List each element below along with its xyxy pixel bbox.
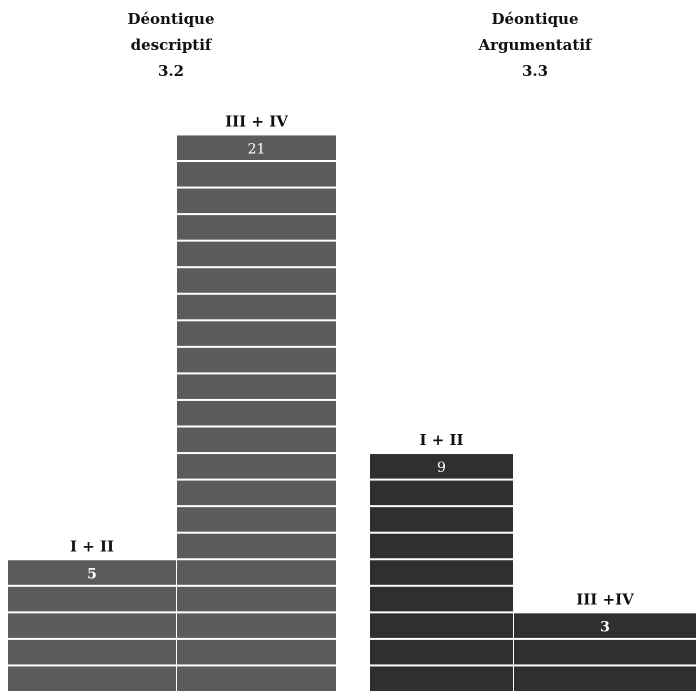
chart-1-title-line-3: 3.2 (158, 62, 184, 80)
chart-1-bar-1-unit-2 (8, 586, 176, 612)
chart-2-bar-1-unit-2 (370, 480, 513, 506)
chart-1-bar-2-unit-21 (177, 666, 336, 691)
chart-1-bar-1-unit-5 (8, 666, 176, 691)
chart-2-bar-1-unit-8 (370, 639, 513, 665)
chart-2-bar-1-unit-5 (370, 560, 513, 585)
chart-2-value-label-1: 9 (437, 460, 446, 476)
chart-2-bar-1-unit-3 (370, 507, 513, 532)
chart-2-title-line-3: 3.3 (522, 62, 548, 80)
chart-1-bar-2-unit-13 (177, 454, 336, 479)
chart-1-bar-2-unit-19 (177, 613, 336, 638)
chart-2-title-line-2: Argumentatif (478, 36, 594, 54)
chart-2-bar-2-unit-1 (514, 613, 696, 638)
chart-1-bar-2-unit-7 (177, 294, 336, 320)
bars-layer (8, 135, 696, 691)
chart-1-value-label-2: 21 (248, 141, 266, 157)
chart-1-bar-1-unit-1 (8, 560, 176, 585)
chart-1-value-label-1: 5 (87, 566, 97, 582)
chart-1-bar-2-unit-15 (177, 507, 336, 532)
chart-1-bar-2-unit-8 (177, 321, 336, 346)
chart-1-bar-2-unit-3 (177, 188, 336, 214)
chart-1-bar-2-unit-17 (177, 560, 336, 585)
chart-1-bar-2-unit-18 (177, 586, 336, 612)
chart-1-bar-2-unit-11 (177, 400, 336, 426)
chart-2-bar-2 (514, 613, 696, 691)
chart-2-bar-1-unit-6 (370, 586, 513, 612)
chart-1-bar-2-unit-10 (177, 374, 336, 399)
chart-2-bar-1-unit-7 (370, 613, 513, 638)
chart-1-bar-2 (177, 135, 336, 691)
chart-1-bar-2-unit-1 (177, 135, 336, 160)
chart-1-category-label-1: I + II (70, 537, 114, 555)
chart-1-bar-2-unit-6 (177, 268, 336, 293)
chart-2-bar-1-unit-9 (370, 666, 513, 691)
chart-1-bar-2-unit-14 (177, 480, 336, 506)
chart-1-bar-1-unit-4 (8, 639, 176, 665)
chart-2-title-line-1: Déontique (491, 10, 578, 28)
chart-2-bar-2-unit-2 (514, 639, 696, 665)
chart-1-bar-2-unit-12 (177, 427, 336, 453)
labels-layer: Déontique descriptif 3.2 I + II 5 III + IV 21 D… (70, 10, 634, 635)
chart-1-bar-2-unit-20 (177, 639, 336, 665)
chart-1-bar-2-unit-16 (177, 533, 336, 559)
chart-1-category-label-2: III + IV (225, 112, 288, 130)
chart-1-bar-2-unit-5 (177, 241, 336, 267)
chart-1-bar-2-unit-4 (177, 215, 336, 240)
chart-2-bar-1-unit-1 (370, 454, 513, 479)
chart-1-bar-1-unit-3 (8, 613, 176, 638)
chart-1-title-line-1: Déontique (127, 10, 214, 28)
chart-2-value-label-2: 3 (600, 619, 610, 635)
chart-1-bar-2-unit-2 (177, 162, 336, 187)
chart-1-bar-2-unit-9 (177, 347, 336, 373)
chart-2-category-label-2: III +IV (576, 590, 634, 608)
chart-1-title-line-2: descriptif (131, 36, 213, 54)
chart-2-category-label-1: I + II (419, 431, 463, 449)
chart-2-bar-1-unit-4 (370, 533, 513, 559)
chart-2-bar-2-unit-3 (514, 666, 696, 691)
chart-1-bar-1 (8, 560, 176, 691)
chart-2-bar-1 (370, 454, 513, 691)
